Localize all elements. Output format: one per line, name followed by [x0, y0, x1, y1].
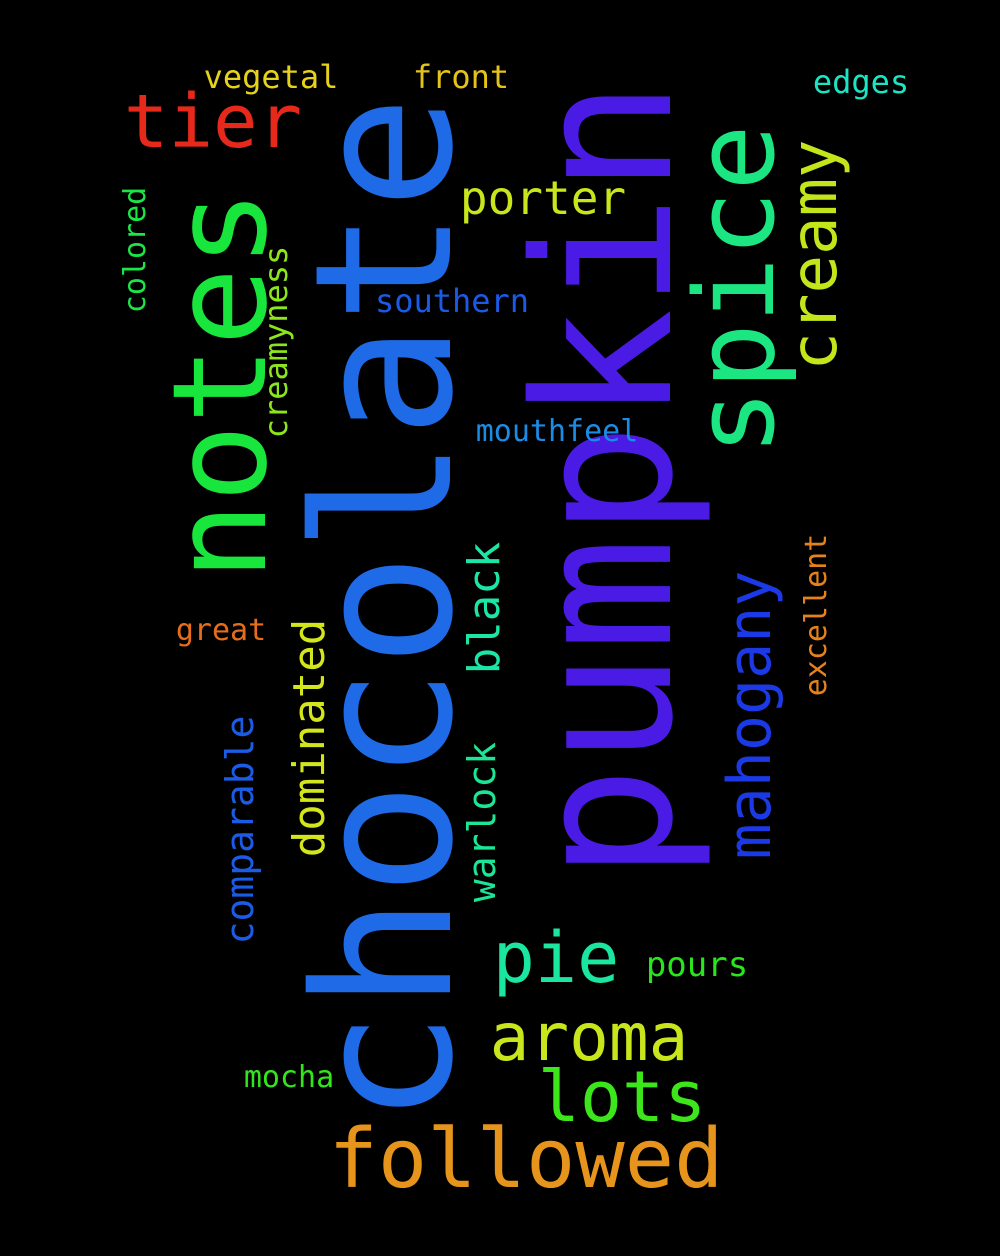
word-mahogany: mahogany — [715, 570, 785, 860]
word-spice: spice — [671, 124, 799, 456]
word-excellent: excellent — [799, 533, 834, 697]
word-warlock: warlock — [460, 741, 504, 903]
word-creamyness: creamyness — [257, 245, 295, 439]
word-black: black — [459, 541, 510, 675]
word-edges: edges — [812, 63, 910, 101]
word-mocha: mocha — [243, 1060, 335, 1095]
word-lots: lots — [537, 1056, 707, 1138]
word-chocolate: chocolate — [274, 95, 495, 1125]
word-pie: pie — [492, 917, 620, 999]
word-colored: colored — [118, 186, 153, 314]
word-followed: followed — [328, 1112, 724, 1207]
word-southern: southern — [374, 282, 530, 320]
word-great: great — [175, 613, 267, 648]
word-tier: tier — [123, 79, 303, 165]
word-front: front — [412, 58, 510, 96]
word-porter: porter — [459, 171, 627, 225]
word-creamy: creamy — [778, 139, 852, 371]
word-vegetal: vegetal — [203, 58, 339, 96]
word-mouthfeel: mouthfeel — [475, 414, 639, 449]
word-dominated: dominated — [284, 618, 335, 858]
word-aroma: aroma — [489, 999, 689, 1076]
word-pours: pours — [645, 945, 749, 985]
word-comparable: comparable — [218, 715, 262, 945]
